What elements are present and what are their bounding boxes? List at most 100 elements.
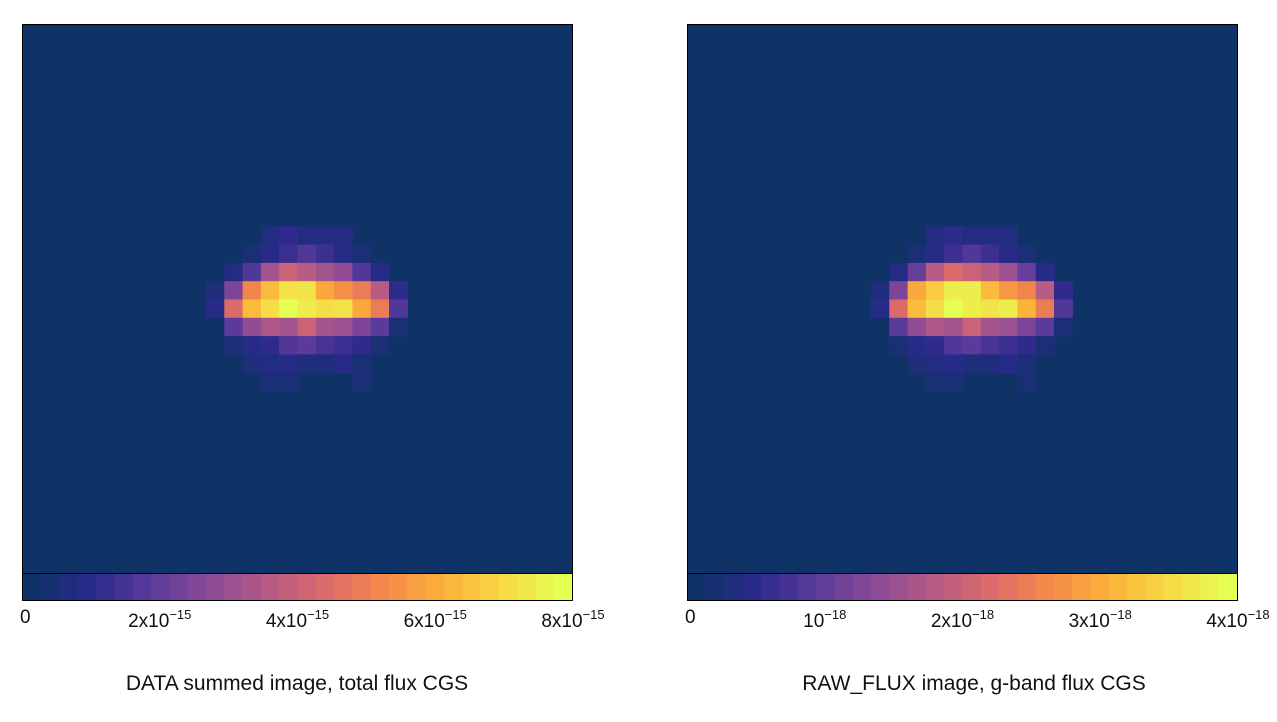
- colorbar-step: [77, 574, 97, 600]
- heatmap-cell: [962, 317, 982, 337]
- colorbar-step: [462, 574, 482, 600]
- heatmap-cell: [224, 317, 244, 337]
- colorbar-step: [370, 574, 390, 600]
- colorbar-step: [169, 574, 189, 600]
- colorbar-step: [480, 574, 500, 600]
- colorbar-step: [334, 574, 353, 600]
- colorbar-step: [443, 574, 463, 600]
- tick-exponent: −15: [307, 607, 330, 622]
- heatmap-cell: [389, 317, 408, 337]
- heatmap-cell: [1035, 262, 1055, 282]
- caption-left: DATA summed image, total flux CGS: [125, 672, 469, 695]
- heatmap-cell: [242, 299, 262, 319]
- heatmap-cell: [999, 299, 1018, 319]
- heatmap-cell: [315, 354, 335, 374]
- heatmap-cell: [907, 354, 927, 374]
- tick-mantissa: 0: [20, 607, 31, 628]
- heatmap-cell: [389, 299, 408, 319]
- heatmap-cell: [370, 281, 390, 301]
- colorbar-step: [907, 574, 927, 600]
- heatmap-cell: [242, 317, 262, 337]
- heatmap-cell: [315, 226, 335, 246]
- heatmap-cell: [962, 354, 982, 374]
- colorbar-step: [1200, 574, 1220, 600]
- heatmap-cell: [999, 262, 1018, 282]
- heatmap-cell: [242, 244, 262, 264]
- colorbar-step: [962, 574, 982, 600]
- tick-exponent: −18: [972, 607, 995, 622]
- colorbar-step: [1072, 574, 1092, 600]
- heatmap-cell: [260, 354, 280, 374]
- heatmap-cell: [297, 226, 317, 246]
- heatmap-cell: [1017, 336, 1037, 355]
- heatmap-cell: [242, 262, 262, 282]
- colorbar-step: [742, 574, 762, 600]
- colorbar-step: [1182, 574, 1201, 600]
- heatmap-cell: [980, 336, 1000, 355]
- colorbar-tick-label: 4x10−18: [1206, 607, 1269, 633]
- colorbar-step: [407, 574, 427, 600]
- colorbar-step: [761, 574, 781, 600]
- heatmap-cell: [1054, 299, 1073, 319]
- heatmap-cell: [1035, 336, 1055, 355]
- heatmap-cell: [889, 281, 909, 301]
- heatmap-cell: [1017, 372, 1037, 392]
- heatmap-cell: [352, 244, 372, 264]
- heatmap-cell: [962, 299, 982, 319]
- heatmap-cell: [1035, 299, 1055, 319]
- heatmap-cell: [944, 317, 964, 337]
- heatmap-cell: [279, 262, 299, 282]
- colorbar-step: [1218, 574, 1237, 600]
- heatmap-cell: [999, 281, 1018, 301]
- heatmap-cell: [297, 281, 317, 301]
- heatmap-cell: [980, 299, 1000, 319]
- colorbar-step: [517, 574, 536, 600]
- heatmap-cell: [352, 336, 372, 355]
- heatmap-cell: [944, 354, 964, 374]
- heatmap-cell: [279, 372, 299, 392]
- heatmap-cell: [370, 317, 390, 337]
- colorbar-step: [980, 574, 1000, 600]
- heatmap-cell: [999, 317, 1018, 337]
- heatmap-cell: [962, 226, 982, 246]
- tick-exponent: −15: [582, 607, 605, 622]
- heatmap-cell: [297, 244, 317, 264]
- heatmap-cell: [907, 244, 927, 264]
- heatmap-cell: [980, 317, 1000, 337]
- colorbar-step: [1108, 574, 1128, 600]
- tick-exponent: −15: [169, 607, 192, 622]
- caption-right: RAW_FLUX image, g-band flux CGS: [802, 672, 1146, 695]
- colorbar-step: [834, 574, 854, 600]
- colorbar-step: [1145, 574, 1165, 600]
- colorbar-step: [1017, 574, 1037, 600]
- colorbar-step: [816, 574, 835, 600]
- heatmap-cell: [925, 372, 945, 392]
- colorbar-tick-label: 0: [685, 607, 696, 629]
- heatmap-cell: [242, 281, 262, 301]
- colorbar-step: [797, 574, 817, 600]
- heatmap-cell: [279, 336, 299, 355]
- heatmap-cell: [206, 281, 225, 301]
- heatmap-cell: [279, 317, 299, 337]
- heatmap-cell: [925, 262, 945, 282]
- heatmap-cell: [279, 281, 299, 301]
- heatmap-cell: [352, 317, 372, 337]
- heatmap-cell: [334, 336, 353, 355]
- heatmap-cell: [980, 226, 1000, 246]
- heatmap-cell: [297, 336, 317, 355]
- heatmap-cell: [1017, 244, 1037, 264]
- colorbar-tick-label: 6x10−15: [404, 607, 467, 633]
- heatmap-cell: [980, 354, 1000, 374]
- heatmap-cell: [315, 262, 335, 282]
- colorbar-step: [206, 574, 225, 600]
- colorbar-tick-label: 2x10−18: [931, 607, 994, 633]
- heatmap-left: [22, 24, 573, 575]
- colorbar-step: [389, 574, 408, 600]
- heatmap-cell: [315, 317, 335, 337]
- heatmap-cell: [334, 281, 353, 301]
- tick-mantissa: 6x10: [403, 611, 445, 632]
- heatmap-cell: [297, 262, 317, 282]
- heatmap-cell: [279, 244, 299, 264]
- colorbar-step: [41, 574, 61, 600]
- colorbar-step: [1035, 574, 1055, 600]
